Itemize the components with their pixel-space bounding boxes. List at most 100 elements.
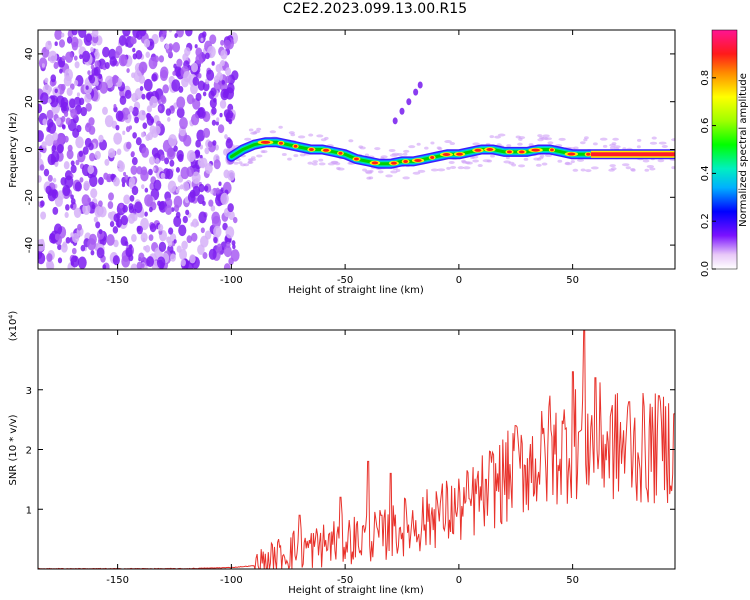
noise-speck <box>90 250 95 256</box>
noise-speck <box>87 70 91 76</box>
noise-speck <box>204 162 213 175</box>
snr-panel: -150 -100 -50 0 50 1 2 3 Height of straight li… <box>8 311 676 596</box>
halo-speck <box>609 146 615 150</box>
noise-speck <box>208 90 215 100</box>
noise-speck <box>126 141 132 150</box>
noise-speck <box>180 166 190 180</box>
halo-speck <box>636 138 642 142</box>
halo-speck <box>602 144 608 148</box>
snr-y-tick-label: 3 <box>26 386 32 397</box>
noise-speck <box>168 134 177 147</box>
noise-speck <box>196 129 205 142</box>
noise-speck <box>61 115 66 123</box>
noise-speck <box>72 232 80 243</box>
stray-point <box>417 81 423 89</box>
snr-y-ticks: 1 2 3 <box>26 386 675 516</box>
noise-speck <box>123 171 127 177</box>
noise-speck <box>81 50 91 63</box>
noise-speck <box>158 105 162 111</box>
noise-speck <box>147 132 153 141</box>
halo-speck <box>261 150 268 154</box>
snr-x-tick-label: -50 <box>337 575 353 586</box>
noise-speck <box>70 108 78 119</box>
noise-speck <box>192 185 201 197</box>
noise-speck <box>112 255 120 266</box>
noise-speck <box>173 215 182 228</box>
noise-speck <box>130 263 138 269</box>
noise-speck <box>64 211 69 218</box>
noise-speck <box>124 174 129 181</box>
noise-speck <box>41 141 47 149</box>
noise-speck <box>67 144 73 152</box>
noise-speck <box>191 98 195 103</box>
ridge-peak <box>322 148 330 152</box>
halo-speck <box>390 170 398 174</box>
noise-speck <box>80 244 86 252</box>
halo-speck <box>544 137 553 141</box>
noise-speck <box>38 249 43 260</box>
noise-speck <box>60 83 66 91</box>
noise-speck <box>227 169 236 181</box>
noise-speck <box>151 73 158 82</box>
halo-speck <box>327 162 336 166</box>
noise-speck <box>80 106 88 117</box>
halo-speck <box>250 156 256 160</box>
halo-speck <box>658 141 667 145</box>
noise-speck <box>140 169 149 182</box>
noise-speck <box>38 130 44 142</box>
noise-speck <box>173 239 177 244</box>
noise-speck <box>200 227 205 234</box>
ridge-peak <box>430 155 435 159</box>
noise-speck <box>102 46 110 58</box>
noise-speck <box>132 132 137 139</box>
noise-speck <box>112 226 119 234</box>
noise-speck <box>231 240 236 246</box>
colorbar-tick-label: 0.6 <box>700 118 711 134</box>
noise-speck <box>192 76 200 86</box>
noise-speck <box>128 254 134 262</box>
noise-speck <box>69 98 76 109</box>
halo-speck <box>609 164 616 168</box>
halo-speck <box>395 168 401 172</box>
noise-speck <box>125 42 129 47</box>
noise-speck <box>176 245 182 253</box>
ridge-peak <box>260 140 271 144</box>
noise-speck <box>220 88 229 101</box>
halo-speck <box>636 145 641 149</box>
noise-speck <box>122 30 131 37</box>
noise-speck <box>38 200 41 207</box>
halo-speck <box>385 174 393 178</box>
noise-speck <box>54 30 63 41</box>
halo-speck <box>657 159 665 163</box>
noise-speck <box>141 146 150 158</box>
halo-speck <box>403 149 410 153</box>
noise-speck <box>90 188 98 199</box>
noise-speck <box>65 117 72 125</box>
noise-speck <box>113 132 123 145</box>
halo-speck <box>579 141 586 145</box>
noise-speck <box>43 168 50 177</box>
noise-speck <box>61 55 66 62</box>
noise-speck <box>114 51 120 59</box>
noise-speck <box>202 252 208 259</box>
noise-speck <box>93 66 101 77</box>
spectrogram-y-label: Frequency (Hz) <box>8 112 19 188</box>
snr-y-tick-label: 1 <box>26 505 32 516</box>
noise-speck <box>108 192 114 201</box>
halo-speck <box>444 140 452 144</box>
noise-speck <box>134 201 143 214</box>
spectrogram-y-tick-label: 40 <box>24 48 35 61</box>
noise-speck <box>148 206 153 213</box>
halo-speck <box>446 166 451 170</box>
noise-speck <box>119 203 124 209</box>
noise-speck <box>207 140 213 148</box>
noise-speck <box>153 125 161 135</box>
noise-speck <box>131 72 136 79</box>
noise-speck <box>66 36 73 44</box>
noise-speck <box>170 253 176 262</box>
noise-speck <box>95 48 99 54</box>
stray-point <box>399 107 405 115</box>
noise-speck <box>128 203 134 210</box>
noise-speck <box>215 121 219 126</box>
